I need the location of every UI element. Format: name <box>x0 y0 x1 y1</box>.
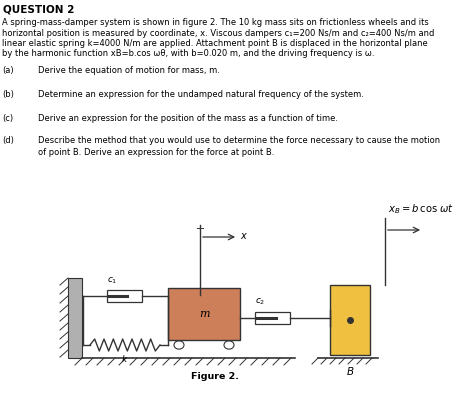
Text: Figure 2.: Figure 2. <box>191 372 239 381</box>
Text: horizontal position is measured by coordinate, x. Viscous dampers c₁=200 Ns/m an: horizontal position is measured by coord… <box>2 28 434 37</box>
Text: $B$: $B$ <box>346 365 354 377</box>
Bar <box>68 278 82 358</box>
Text: $x$: $x$ <box>240 231 248 241</box>
Text: $x_B = b\,\cos\,\omega t$: $x_B = b\,\cos\,\omega t$ <box>388 202 454 216</box>
Text: (a): (a) <box>2 66 14 75</box>
Text: by the harmonic function xB=b.cos ωθ, with b=0.020 m, and the driving frequency : by the harmonic function xB=b.cos ωθ, wi… <box>2 50 374 58</box>
Text: m: m <box>199 309 209 319</box>
Text: QUESTION 2: QUESTION 2 <box>3 5 74 15</box>
Text: linear elastic spring k=4000 N/m are applied. Attachment point B is displaced in: linear elastic spring k=4000 N/m are app… <box>2 39 428 48</box>
Text: $c_1$: $c_1$ <box>107 276 117 286</box>
Text: Describe the method that you would use to determine the force necessary to cause: Describe the method that you would use t… <box>38 136 440 157</box>
Text: $k$: $k$ <box>121 353 129 364</box>
Text: $c_2$: $c_2$ <box>255 297 265 307</box>
Text: (b): (b) <box>2 90 14 99</box>
Text: Determine an expression for the undamped natural frequency of the system.: Determine an expression for the undamped… <box>38 90 364 99</box>
Text: (c): (c) <box>2 114 13 123</box>
Bar <box>330 285 370 355</box>
Text: A spring-mass-damper system is shown in figure 2. The 10 kg mass sits on frictio: A spring-mass-damper system is shown in … <box>2 18 429 27</box>
Text: (d): (d) <box>2 136 14 145</box>
Text: Derive an expression for the position of the mass as a function of time.: Derive an expression for the position of… <box>38 114 338 123</box>
Bar <box>107 290 142 302</box>
Bar <box>168 288 240 340</box>
Text: Derive the equation of motion for mass, m.: Derive the equation of motion for mass, … <box>38 66 220 75</box>
Bar <box>255 312 290 324</box>
